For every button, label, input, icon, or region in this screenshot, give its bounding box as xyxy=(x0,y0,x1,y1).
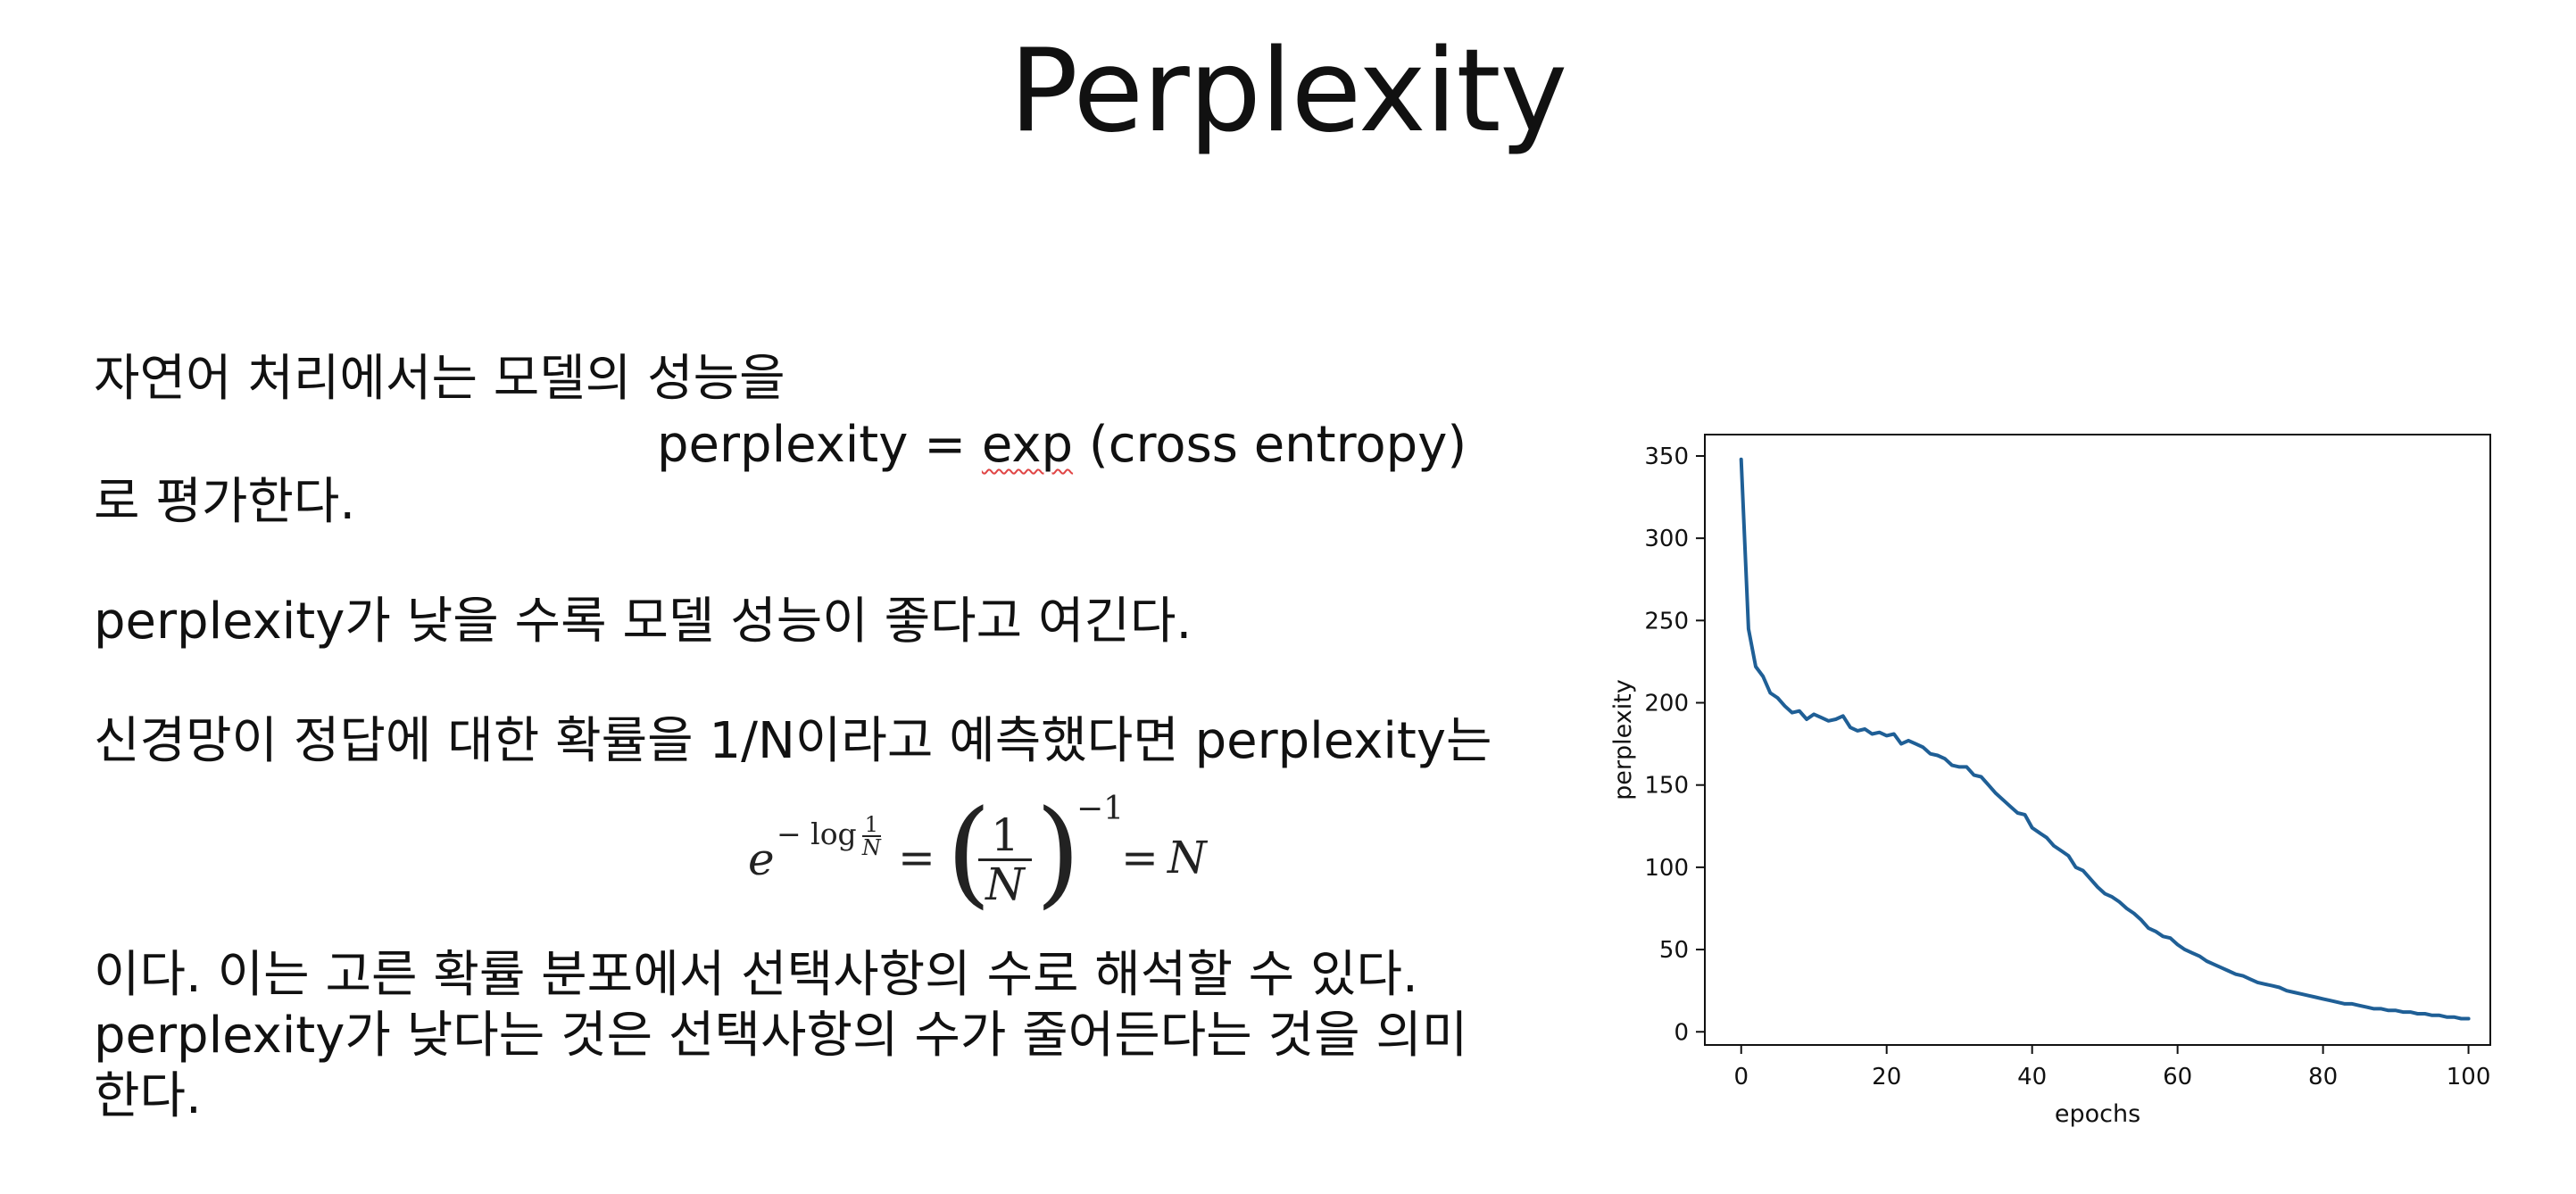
formula-prefix: perplexity = xyxy=(657,416,982,474)
y-tick-label: 150 xyxy=(1644,773,1689,800)
math-frac-den: N xyxy=(985,858,1025,910)
y-axis-label: perplexity xyxy=(1609,679,1637,800)
x-tick-label: 40 xyxy=(2017,1064,2047,1090)
meaning-line-end: 한다. xyxy=(94,1067,202,1125)
x-tick-label: 100 xyxy=(2447,1064,2491,1090)
math-frac-num: 1 xyxy=(978,812,1032,861)
y-tick-label: 250 xyxy=(1644,608,1689,634)
math-exponent: − log 1 N xyxy=(777,814,881,858)
meaning-line: perplexity가 낮다는 것은 선택사항의 수가 줄어든다는 것을 의미 xyxy=(94,1007,1468,1065)
math-result: N xyxy=(1168,832,1207,883)
x-tick-label: 0 xyxy=(1733,1064,1749,1090)
math-exp-den: N xyxy=(861,835,881,860)
intro-line: 자연어 처리에서는 모델의 성능을 xyxy=(94,350,785,408)
math-paren-left: ( xyxy=(946,784,992,920)
probability-line: 신경망이 정답에 대한 확률을 1/N이라고 예측했다면 perplexity는 xyxy=(94,712,1492,770)
y-tick-label: 0 xyxy=(1674,1019,1689,1046)
plot-frame xyxy=(1704,434,2491,1046)
math-equals-2: = xyxy=(1121,832,1159,883)
interpretation-line: 이다. 이는 고른 확률 분포에서 선택사항의 수로 해석할 수 있다. xyxy=(94,946,1418,1004)
x-tick-label: 80 xyxy=(2308,1064,2338,1090)
math-equals-1: = xyxy=(898,832,935,883)
perplexity-chart: 0 20 40 60 80 100 0 50 100 150 200 250 300 350 epochs p… xyxy=(1609,434,2491,1128)
y-tick-label: 350 xyxy=(1644,444,1689,470)
y-tick-label: 100 xyxy=(1644,855,1689,882)
x-tick-label: 60 xyxy=(2163,1064,2192,1090)
series-line xyxy=(1739,457,2471,1021)
y-tick-label: 300 xyxy=(1644,526,1689,552)
math-power: −1 xyxy=(1076,791,1125,827)
formula-suffix: (cross entropy) xyxy=(1073,416,1467,474)
evaluate-line: 로 평가한다. xyxy=(94,473,356,531)
math-exp-num: 1 xyxy=(861,814,881,837)
x-tick-label: 20 xyxy=(1872,1064,1901,1090)
slide-title: Perplexity xyxy=(1009,25,1568,158)
lower-is-better-line: perplexity가 낮을 수록 모델 성능이 좋다고 여긴다. xyxy=(94,593,1192,651)
y-tick-label: 50 xyxy=(1659,937,1689,964)
formula-exp: exp xyxy=(981,416,1074,474)
math-paren-right: ) xyxy=(1035,784,1081,920)
x-axis-label: epochs xyxy=(2055,1100,2140,1128)
y-tick-label: 200 xyxy=(1644,691,1689,717)
math-base: e xyxy=(748,833,775,885)
perplexity-formula: perplexity = exp (cross entropy) xyxy=(657,416,1467,475)
math-exp-text: − log xyxy=(777,817,857,851)
